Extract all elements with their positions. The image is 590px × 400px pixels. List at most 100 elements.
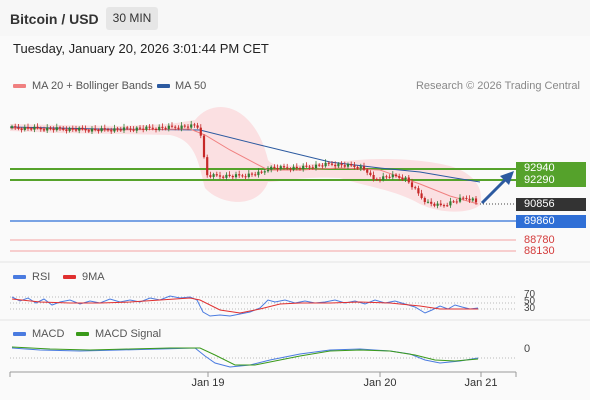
candle-body xyxy=(23,127,26,131)
candle-body xyxy=(353,165,356,168)
rsi-9ma-line xyxy=(11,297,478,314)
candle-body xyxy=(263,171,266,173)
price-label-89860: 89860 xyxy=(516,215,586,228)
candle-body xyxy=(398,176,401,178)
price-label-last: 90856 xyxy=(516,198,586,211)
candle-body xyxy=(52,128,55,131)
macd-legend-swatch xyxy=(13,332,26,336)
price-label-92940: 92940 xyxy=(516,162,586,175)
candle-body xyxy=(372,175,375,180)
candle-body xyxy=(177,127,180,129)
candle-body xyxy=(164,127,167,129)
candle-body xyxy=(305,165,308,167)
x-label-jan21: Jan 21 xyxy=(464,377,498,389)
candle-body xyxy=(215,174,218,176)
candle-body xyxy=(87,130,90,132)
candle-body xyxy=(410,182,414,188)
candle-body xyxy=(356,167,359,169)
candle-body xyxy=(135,127,138,131)
forecast-arrow xyxy=(480,171,514,205)
candle-body xyxy=(417,188,420,194)
candle-body xyxy=(209,175,212,177)
copyright-text: Research © 2026 Trading Central xyxy=(415,80,580,92)
candle-body xyxy=(218,175,222,177)
candle-body xyxy=(321,165,324,167)
price-label-88130: 88130 xyxy=(524,245,555,257)
macd-line xyxy=(11,347,479,368)
candle-body xyxy=(433,203,436,206)
candle-body xyxy=(74,129,78,131)
candle-body xyxy=(298,168,302,170)
candle-body xyxy=(110,130,113,132)
candle-body xyxy=(423,198,426,202)
candle-body xyxy=(378,179,382,181)
candle-body xyxy=(55,127,58,131)
candle-body xyxy=(20,128,23,131)
candle-body xyxy=(375,179,378,181)
candle-body xyxy=(327,162,330,164)
candle-body xyxy=(401,177,404,180)
candle-body xyxy=(65,129,68,132)
candle-body xyxy=(276,168,279,170)
candle-body xyxy=(439,203,442,206)
x-label-jan19: Jan 19 xyxy=(191,377,225,389)
candle-body xyxy=(391,174,394,178)
candle-body xyxy=(404,177,407,180)
candle-body xyxy=(238,174,241,176)
candle-body xyxy=(46,127,49,131)
candle-body xyxy=(113,128,116,132)
candle-body xyxy=(202,135,206,158)
candle-body xyxy=(97,129,100,132)
candlestick-series xyxy=(10,120,478,209)
interval-button[interactable]: 30 MIN xyxy=(106,7,158,30)
candle-body xyxy=(282,166,286,168)
candle-body xyxy=(81,127,84,129)
candle-body xyxy=(228,174,231,176)
candle-body xyxy=(295,166,298,168)
candle-body xyxy=(106,129,110,131)
candle-body xyxy=(318,164,321,166)
candle-body xyxy=(334,164,337,167)
candle-body xyxy=(340,163,343,166)
candle-body xyxy=(324,162,327,167)
macd-signal-legend-label: MACD Signal xyxy=(95,328,162,340)
candle-body xyxy=(129,128,132,130)
bollinger-band xyxy=(10,107,481,212)
candle-body xyxy=(311,167,314,169)
candle-body xyxy=(254,174,257,176)
candle-body xyxy=(266,169,270,172)
candle-body xyxy=(190,124,193,128)
candle-body xyxy=(14,126,17,128)
candle-body xyxy=(30,128,33,130)
timestamp: Tuesday, January 20, 2026 3:01:44 PM CET xyxy=(13,41,269,56)
candle-body xyxy=(206,157,209,176)
candle-body xyxy=(10,126,14,128)
rsi-level-label-30: 30 xyxy=(524,303,536,314)
candle-body xyxy=(84,129,87,131)
candle-body xyxy=(446,205,449,207)
candle-body xyxy=(154,128,158,130)
rsi-line xyxy=(11,295,479,317)
rsi-9ma-legend-label: 9MA xyxy=(82,271,105,283)
candle-body xyxy=(186,126,190,128)
candle-body xyxy=(234,174,238,178)
candle-body xyxy=(382,176,385,181)
candle-body xyxy=(158,126,161,130)
candle-body xyxy=(250,173,254,175)
candle-body xyxy=(100,128,103,132)
candle-body xyxy=(62,128,65,130)
header-bar xyxy=(0,0,590,36)
candle-body xyxy=(103,128,106,130)
candle-body xyxy=(292,166,295,170)
candle-body xyxy=(49,127,52,129)
candle-body xyxy=(142,128,145,130)
candle-body xyxy=(343,165,346,167)
candle-body xyxy=(119,129,122,131)
candle-body xyxy=(468,198,471,201)
candle-body xyxy=(346,164,350,167)
candle-body xyxy=(90,128,94,132)
macd-signal-legend-swatch xyxy=(76,332,89,336)
candle-body xyxy=(17,127,20,129)
candle-body xyxy=(430,201,433,204)
